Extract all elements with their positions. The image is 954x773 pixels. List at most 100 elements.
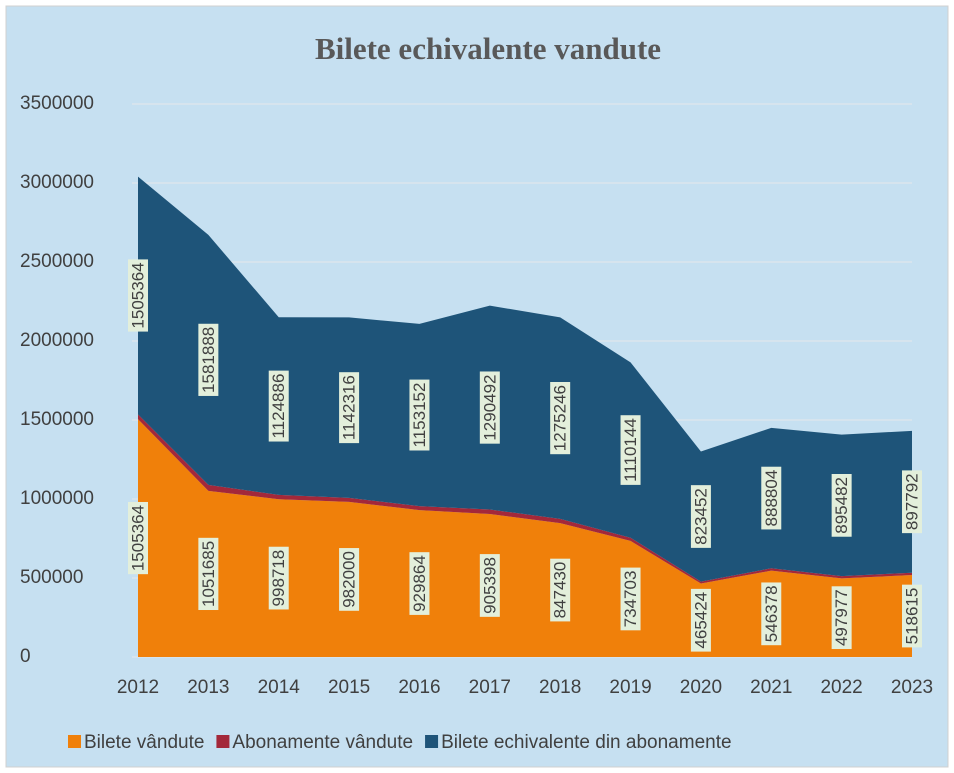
data-label: 1275246 — [550, 382, 571, 455]
y-tick-label: 3500000 — [20, 93, 94, 114]
data-label: 905398 — [479, 554, 500, 617]
data-label-bg — [831, 586, 852, 650]
data-label: 1110144 — [620, 415, 641, 485]
data-label: 546378 — [761, 582, 782, 646]
data-label-text: 734703 — [621, 571, 640, 628]
data-label-bg — [690, 485, 711, 548]
data-label-text: 905398 — [480, 557, 499, 614]
data-label-bg — [831, 473, 852, 537]
data-label: 929864 — [409, 552, 430, 615]
data-label: 895482 — [831, 473, 852, 537]
data-label-bg — [198, 323, 219, 396]
data-label-text: 888804 — [762, 470, 781, 527]
y-tick-label: 1000000 — [20, 488, 94, 509]
data-label: 847430 — [550, 558, 571, 622]
data-label-bg — [128, 259, 148, 332]
data-label-text: 929864 — [410, 555, 429, 612]
x-tick-label: 2020 — [680, 677, 722, 698]
x-tick-label: 2016 — [398, 677, 440, 698]
y-tick-label: 2000000 — [20, 330, 94, 351]
x-tick-label: 2018 — [539, 677, 581, 698]
y-tick-label: 500000 — [20, 567, 83, 588]
data-label-text: 518615 — [902, 588, 921, 645]
data-label: 1153152 — [409, 379, 430, 451]
data-label: 1051685 — [198, 537, 219, 611]
data-label-text: 1581888 — [199, 327, 218, 393]
data-label-bg — [339, 548, 360, 611]
data-label-text: 465424 — [691, 592, 710, 649]
data-label-bg — [761, 466, 782, 530]
data-label: 1581888 — [198, 323, 219, 396]
data-label-bg — [902, 584, 922, 648]
data-label: 1505364 — [128, 501, 148, 575]
area — [138, 176, 912, 582]
data-label-text: 1051685 — [199, 541, 218, 607]
data-label: 1505364 — [128, 259, 148, 332]
data-label: 518615 — [902, 584, 922, 648]
data-label-text: 998718 — [269, 550, 288, 607]
legend-label: Bilete vândute — [84, 732, 204, 753]
y-tick-label: 3000000 — [20, 172, 94, 193]
chart-title: Bilete echivalente vandute — [315, 31, 661, 66]
data-label: 1124886 — [268, 370, 289, 442]
x-tick-label: 2012 — [117, 677, 159, 698]
data-label-text: 823452 — [691, 488, 710, 545]
legend-label: Bilete echivalente din abonamente — [441, 732, 731, 753]
data-label: 1290492 — [479, 371, 500, 444]
data-label: 823452 — [690, 485, 711, 548]
data-label-text: 497977 — [832, 589, 851, 646]
data-label-bg — [550, 382, 571, 455]
data-label: 897792 — [902, 470, 922, 534]
data-label: 888804 — [761, 466, 782, 530]
data-label-text: 1275246 — [551, 385, 570, 451]
data-label-bg — [761, 582, 782, 646]
x-tick-label: 2015 — [328, 677, 370, 698]
area — [138, 414, 912, 584]
data-label-bg — [409, 552, 430, 615]
data-label-bg — [479, 371, 500, 444]
data-label-bg — [339, 372, 360, 444]
legend-swatch — [216, 735, 230, 748]
x-tick-label: 2021 — [750, 677, 792, 698]
data-label-bg — [550, 558, 571, 622]
x-tick-label: 2017 — [469, 677, 511, 698]
data-label-text: 1110144 — [621, 418, 640, 482]
area — [138, 419, 912, 657]
y-tick-label: 2500000 — [20, 251, 94, 272]
legend-label: Abonamente vândute — [232, 732, 413, 753]
data-label-bg — [409, 379, 430, 451]
y-tick-label: 1500000 — [20, 409, 94, 430]
data-label-text: 1505364 — [128, 505, 147, 571]
data-label-bg — [268, 370, 289, 442]
data-label-text: 1124886 — [269, 374, 288, 439]
data-label: 982000 — [339, 548, 360, 611]
data-label-bg — [620, 567, 641, 631]
data-label-bg — [620, 415, 641, 485]
data-label-bg — [268, 546, 289, 610]
x-tick-label: 2019 — [609, 677, 651, 698]
data-label-bg — [479, 554, 500, 617]
data-label: 734703 — [620, 567, 641, 631]
data-label-text: 847430 — [551, 562, 570, 619]
data-label-bg — [198, 537, 219, 611]
data-label-text: 1290492 — [480, 374, 499, 440]
data-label-text: 895482 — [832, 477, 851, 534]
x-tick-label: 2022 — [820, 677, 862, 698]
data-label: 465424 — [690, 588, 711, 652]
data-label: 1142316 — [339, 372, 360, 444]
data-label: 497977 — [831, 586, 852, 650]
data-label-text: 1142316 — [340, 375, 359, 440]
data-label-bg — [902, 470, 922, 534]
y-tick-label: 0 — [20, 646, 31, 667]
data-label-text: 982000 — [340, 551, 359, 608]
x-tick-label: 2014 — [258, 677, 301, 698]
data-label-text: 1505364 — [128, 262, 147, 328]
x-tick-label: 2013 — [187, 677, 229, 698]
data-label-bg — [128, 501, 148, 575]
data-label-text: 897792 — [902, 473, 921, 530]
legend-swatch — [425, 735, 439, 748]
data-label: 998718 — [268, 546, 289, 610]
data-label-text: 546378 — [762, 585, 781, 642]
x-tick-label: 2023 — [891, 677, 933, 698]
